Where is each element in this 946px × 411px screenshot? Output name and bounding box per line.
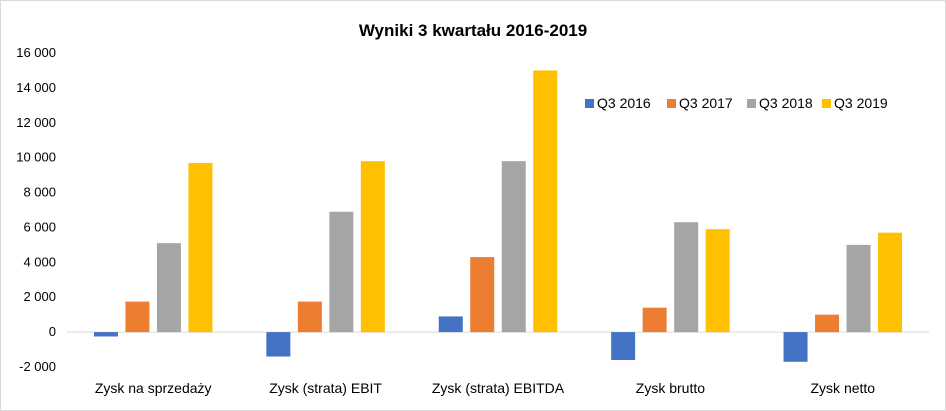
bar [783,332,808,362]
legend-swatch [585,99,594,108]
y-tick-label: 2 000 [23,289,56,304]
x-category-label: Zysk (strata) EBITDA [432,380,565,396]
bar [878,232,903,333]
y-tick-label: 4 000 [23,254,56,269]
bar [642,307,667,333]
y-tick-label: 12 000 [16,115,56,130]
bar [188,162,213,333]
y-tick-label: 14 000 [16,80,56,95]
y-tick-label: 6 000 [23,219,56,234]
legend-label: Q3 2016 [597,95,651,111]
legend: Q3 2016 Q3 2017 Q3 2018 Q3 2019 [585,95,888,111]
bar [815,314,840,333]
chart-title: Wyniki 3 kwartału 2016-2019 [359,21,587,40]
bar [501,161,526,333]
bar [360,161,385,333]
bar [470,257,495,333]
legend-swatch [822,99,831,108]
y-tick-label: 8 000 [23,185,56,200]
bar [125,301,150,333]
y-tick-label: -2 000 [19,359,56,374]
y-tick-label: 16 000 [16,45,56,60]
legend-label: Q3 2018 [759,95,813,111]
bar [297,301,322,333]
legend-swatch [667,99,676,108]
bar [674,222,699,333]
x-category-label: Zysk netto [811,380,876,396]
bar [705,229,730,333]
bar [93,332,118,337]
y-tick-label: 0 [49,324,56,339]
legend-label: Q3 2019 [834,95,888,111]
x-category-label: Zysk na sprzedaży [95,380,212,396]
x-category-label: Zysk brutto [636,380,705,396]
bar [266,332,291,357]
bar [329,211,354,333]
legend-swatch [747,99,756,108]
bar [846,244,871,333]
x-category-label: Zysk (strata) EBIT [269,380,382,396]
bar [438,316,463,333]
bar [156,243,181,333]
y-tick-label: 10 000 [16,150,56,165]
legend-label: Q3 2017 [679,95,733,111]
bars [93,70,903,362]
bar [533,70,558,333]
x-axis: Zysk na sprzedaży Zysk (strata) EBIT Zysk … [95,380,875,396]
bar [611,332,636,361]
